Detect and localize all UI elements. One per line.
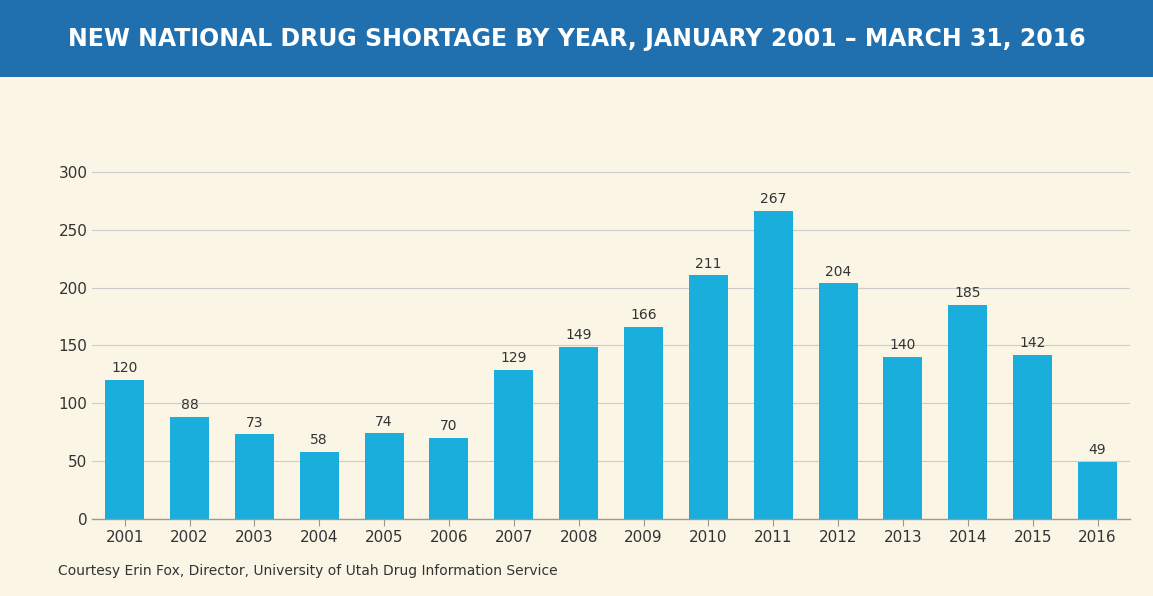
Text: 58: 58	[310, 433, 329, 447]
Bar	[1013, 355, 1052, 519]
Text: 120: 120	[112, 362, 138, 375]
Text: 142: 142	[1019, 336, 1046, 350]
Bar	[883, 357, 922, 519]
Text: Courtesy Erin Fox, Director, University of Utah Drug Information Service: Courtesy Erin Fox, Director, University …	[58, 564, 557, 578]
Bar	[105, 380, 144, 519]
Bar	[430, 438, 468, 519]
Bar	[300, 452, 339, 519]
Bar	[1078, 462, 1117, 519]
Bar	[754, 210, 793, 519]
Bar	[495, 370, 533, 519]
Text: 204: 204	[824, 265, 851, 278]
Text: 73: 73	[246, 415, 263, 430]
Bar	[624, 327, 663, 519]
Text: 74: 74	[376, 415, 393, 429]
Bar	[689, 275, 728, 519]
Bar	[364, 433, 404, 519]
Text: 140: 140	[890, 339, 917, 352]
Bar	[559, 347, 598, 519]
Text: 88: 88	[181, 398, 198, 412]
Text: 129: 129	[500, 351, 527, 365]
Text: 166: 166	[631, 308, 657, 322]
Bar	[819, 283, 858, 519]
Text: 267: 267	[760, 192, 786, 206]
Text: 70: 70	[440, 419, 458, 433]
Bar	[948, 305, 987, 519]
Text: 211: 211	[695, 256, 722, 271]
Bar	[235, 434, 273, 519]
Text: NEW NATIONAL DRUG SHORTAGE BY YEAR, JANUARY 2001 – MARCH 31, 2016: NEW NATIONAL DRUG SHORTAGE BY YEAR, JANU…	[68, 27, 1085, 51]
Bar	[171, 417, 209, 519]
Text: 149: 149	[565, 328, 591, 342]
Text: 185: 185	[955, 287, 981, 300]
Text: 49: 49	[1088, 443, 1107, 457]
